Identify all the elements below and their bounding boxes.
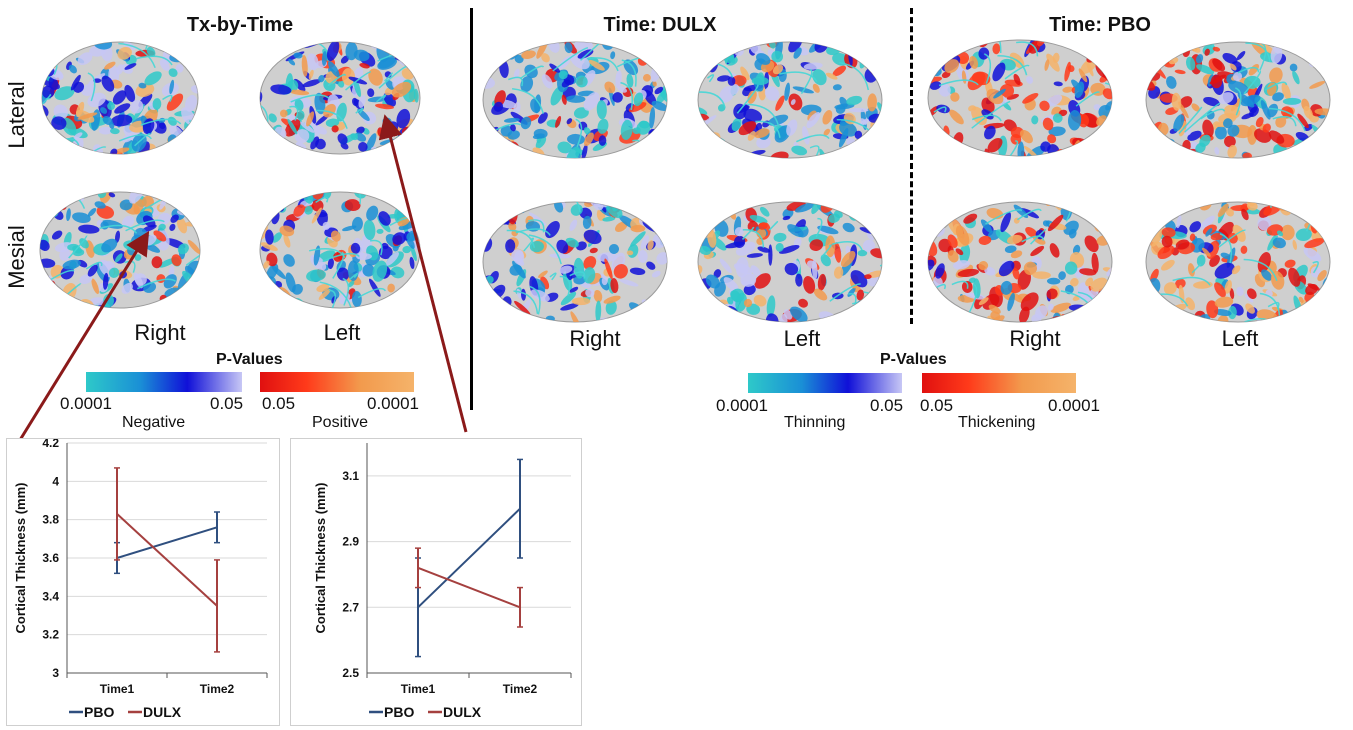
legend-left-positive-colorbar: [260, 372, 414, 392]
legend-left-negative-colorbar: [86, 372, 242, 392]
legend-right-positive-colorbar: [922, 373, 1076, 393]
hemi-label-left-1: Left: [323, 320, 361, 345]
legend-left-pos-max: 0.0001: [367, 394, 419, 413]
series-line-dulx: [116, 513, 218, 607]
panel-divider-solid: [470, 8, 473, 410]
hemi-label-left-2: Left: [783, 326, 821, 351]
hemi-label-right-1: Right: [134, 320, 186, 345]
legend-left-neg-label: Negative: [122, 414, 186, 431]
legend-right-neg-label: Thinning: [784, 414, 846, 431]
y-tick-label: 4.2: [42, 439, 59, 450]
hemi-label-right-2: Right: [569, 326, 621, 351]
legend-right-neg-max: 0.05: [870, 396, 904, 415]
legend-left-neg-min: 0.0001: [60, 394, 112, 413]
panel-title-time-pbo: Time: PBO: [1049, 14, 1151, 36]
y-tick-label: 3.2: [42, 628, 59, 642]
x-tick-label: Time1: [401, 682, 436, 696]
legend-label-dulx: DULX: [143, 704, 182, 720]
legend-right-pos-max: 0.0001: [1048, 396, 1100, 415]
chart-1: 3 3.2 3.4 3.6 3.8 4 4.2 Time1 Time2 Cortical Thic…: [6, 436, 280, 726]
y-tick-label: 3.8: [42, 513, 59, 527]
legend-right-pos-label: Thickening: [958, 414, 1036, 431]
y-tick-label: 2.5: [342, 666, 359, 680]
brain-pbo-left-lateral: [1145, 41, 1331, 159]
brain-dulx-right-mesial: [482, 201, 668, 323]
brain-dulx-left-mesial: [697, 201, 883, 323]
brain-tx-right-lateral: [41, 41, 199, 155]
series-line-dulx: [417, 566, 521, 609]
y-tick-label: 3: [52, 666, 59, 680]
legend-left-neg-max: 0.05: [210, 394, 244, 413]
legend-right-pos-min: 0.05: [920, 396, 954, 415]
brain-tx-left-mesial: [259, 191, 421, 309]
x-tick-label: Time2: [503, 682, 538, 696]
legend-right-neg-min: 0.0001: [716, 396, 768, 415]
y-tick-label: 2.9: [342, 535, 359, 549]
chart-2-plot: 2.5 2.7 2.9 3.1 Time1 Time2 Cortical Thickness…: [313, 443, 572, 720]
y-tick-label: 4: [52, 474, 59, 488]
legend-left-title: P-Values: [216, 351, 283, 368]
hemi-label-left-3: Left: [1221, 326, 1259, 351]
brain-pbo-right-mesial: [927, 201, 1113, 323]
legend-left-pos-label: Positive: [312, 414, 369, 431]
chart-1-plot: 3 3.2 3.4 3.6 3.8 4 4.2 Time1 Time2 Cortical Thic…: [13, 436, 268, 720]
panel-title-time-dulx: Time: DULX: [603, 14, 717, 36]
legend-left-pos-min: 0.05: [262, 394, 296, 413]
y-axis-label: Cortical Thickness (mm): [13, 483, 28, 634]
chart-2: 2.5 2.7 2.9 3.1 Time1 Time2 Cortical Thickness…: [290, 438, 582, 726]
brain-pbo-right-lateral: [927, 39, 1113, 157]
panel-title-tx-by-time: Tx-by-Time: [186, 14, 294, 36]
legend-label-dulx: DULX: [443, 704, 482, 720]
legend-right-negative-colorbar: [748, 373, 902, 393]
brain-surface-maps: [39, 39, 1331, 323]
series-line-pbo: [116, 526, 218, 559]
x-tick-label: Time2: [200, 682, 235, 696]
legend-label-pbo: PBO: [84, 704, 114, 720]
legend-label-pbo: PBO: [384, 704, 414, 720]
y-tick-label: 2.7: [342, 600, 359, 614]
brain-tx-left-lateral: [259, 41, 421, 155]
y-axis-label: Cortical Thickness (mm): [313, 483, 328, 634]
y-tick-label: 3.4: [42, 589, 59, 603]
x-tick-label: Time1: [100, 682, 135, 696]
y-tick-label: 3.1: [342, 469, 359, 483]
brain-dulx-right-lateral: [482, 41, 668, 159]
y-tick-label: 3.6: [42, 551, 59, 565]
brain-tx-right-mesial: [39, 191, 201, 309]
brain-dulx-left-lateral: [697, 41, 883, 159]
hemi-label-right-3: Right: [1009, 326, 1061, 351]
brain-pbo-left-mesial: [1145, 201, 1331, 323]
series-line-pbo: [417, 507, 521, 609]
panel-divider-dashed: [910, 8, 913, 324]
legend-right-title: P-Values: [880, 351, 947, 368]
